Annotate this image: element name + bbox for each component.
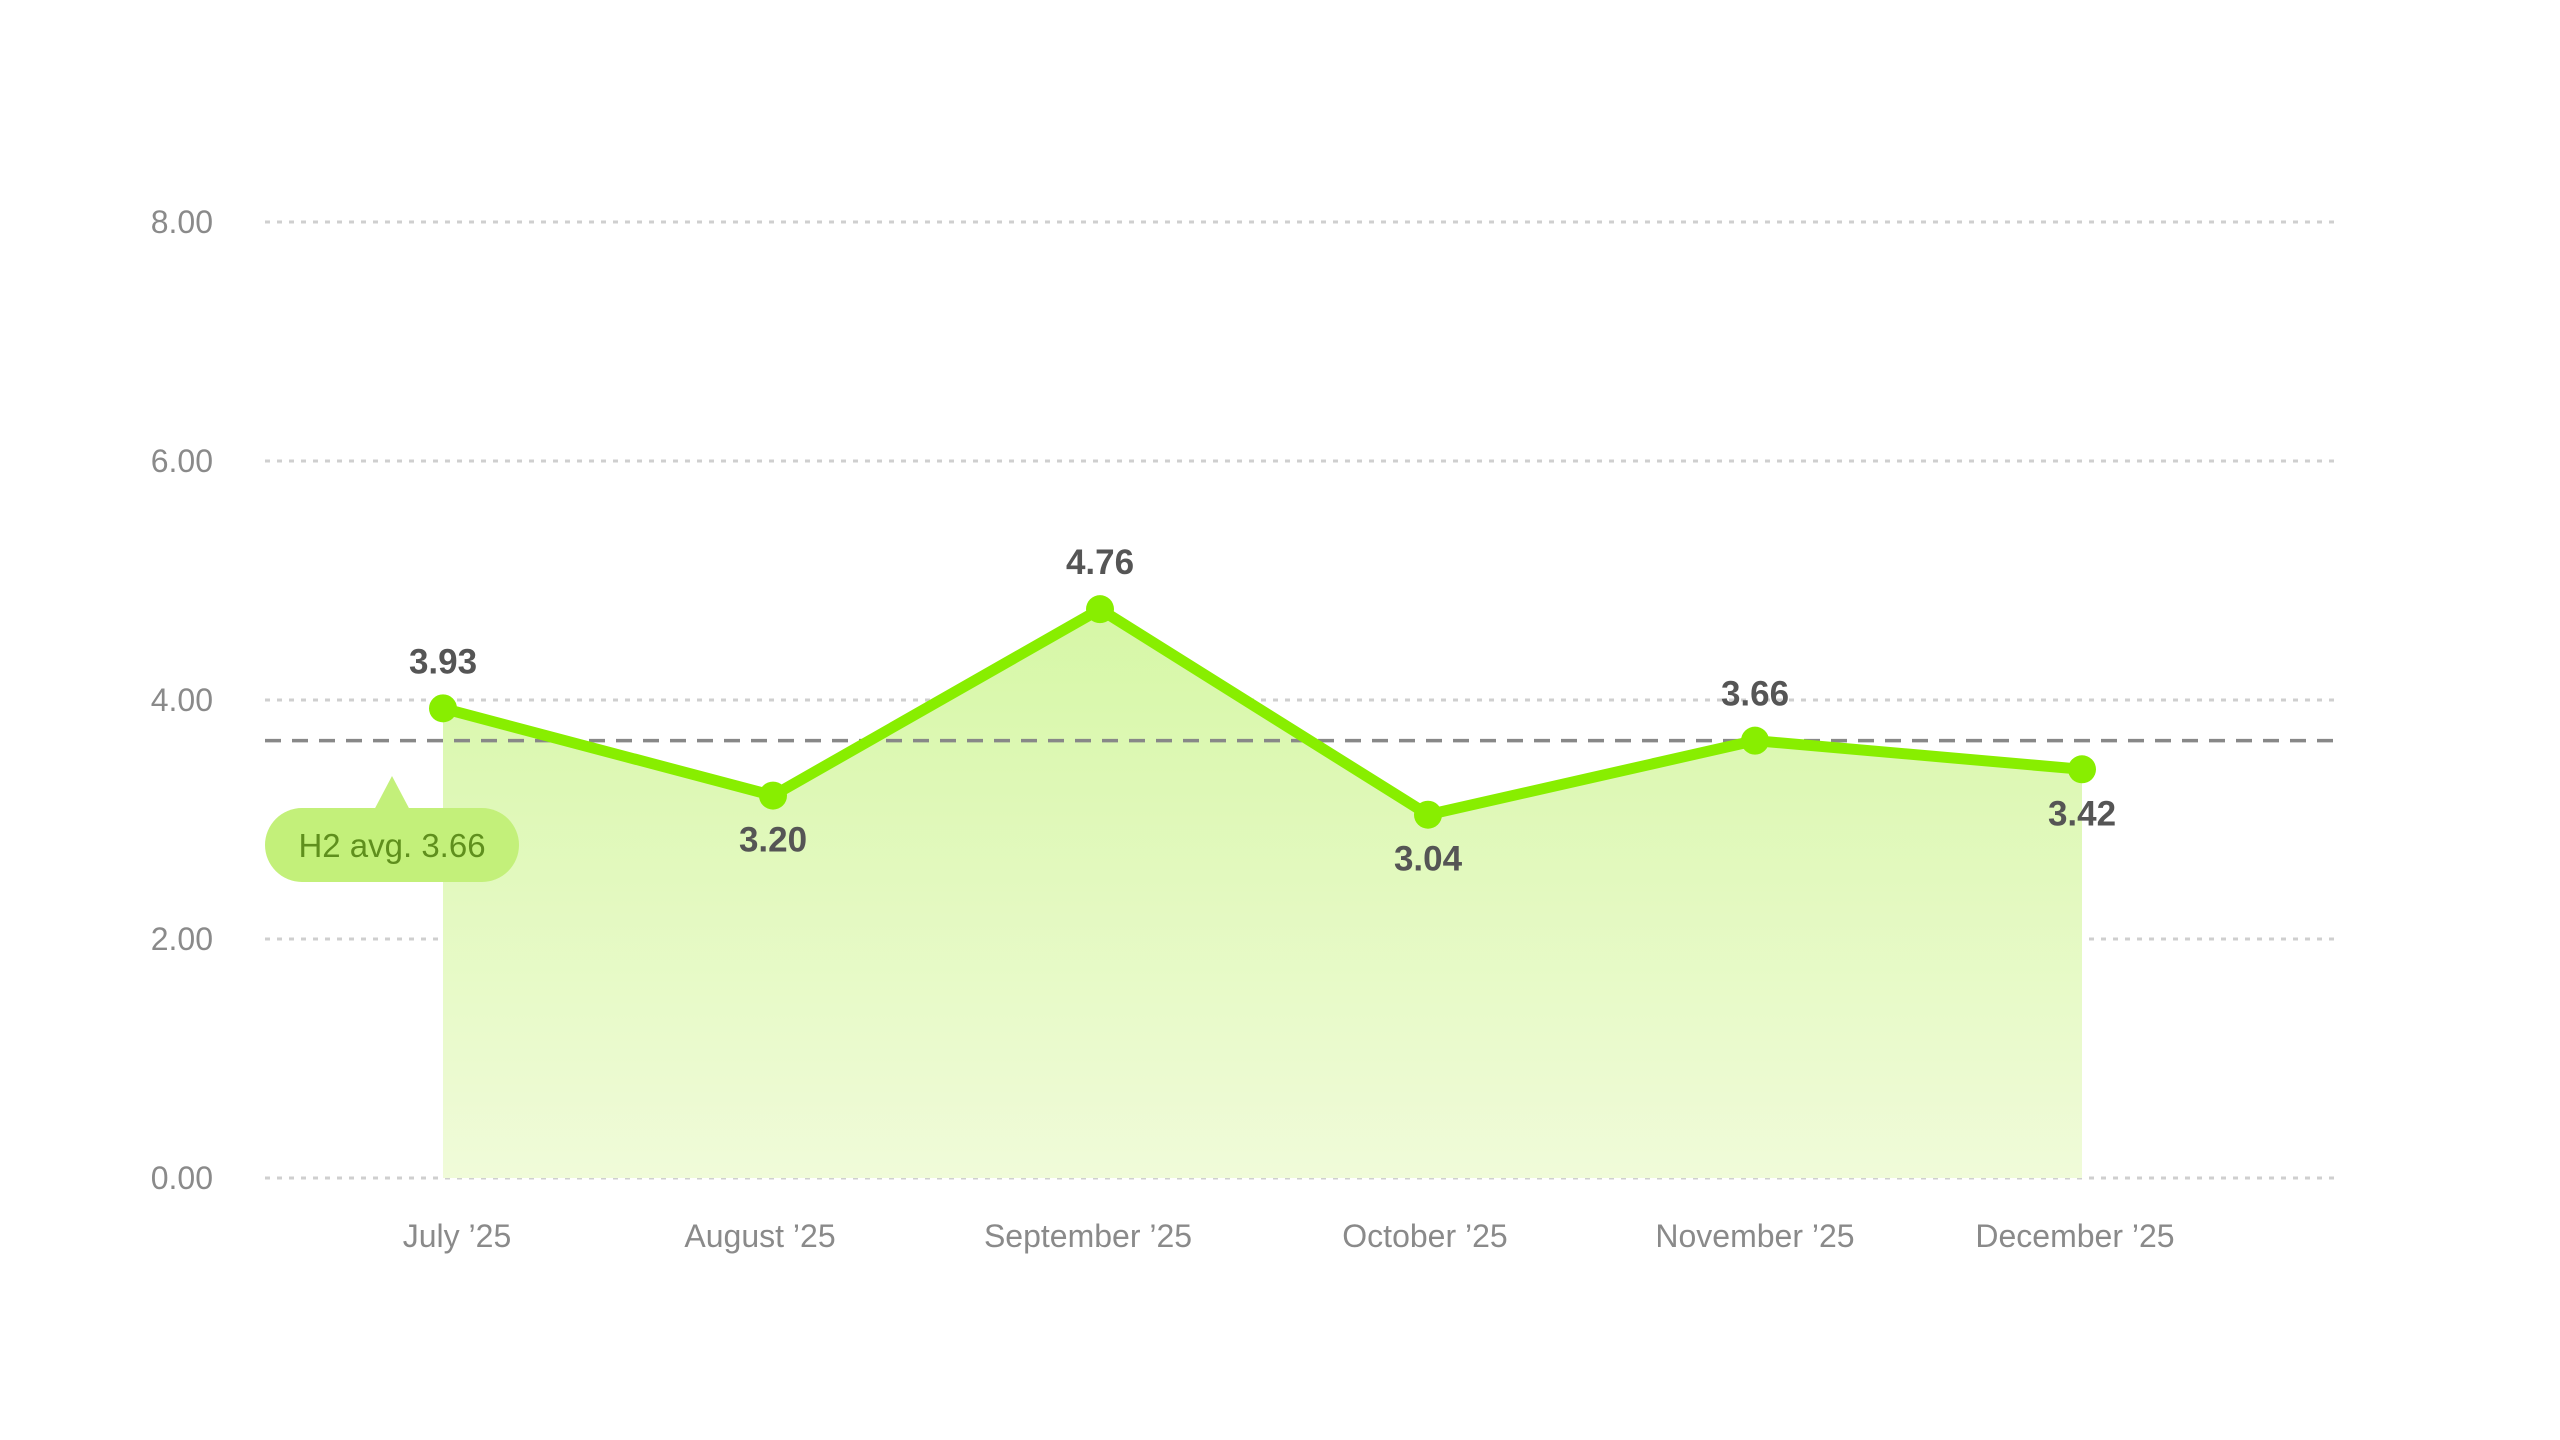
series-line-path <box>437 603 2088 821</box>
y-axis-tick-labels: 0.00 2.00 4.00 6.00 8.00 <box>151 204 213 1196</box>
y-tick-label: 8.00 <box>151 204 213 240</box>
average-badge-label: H2 avg. 3.66 <box>298 827 485 864</box>
x-axis-tick-labels: July ’25 August ’25 September ’25 October ’… <box>403 1218 2175 1254</box>
x-tick-label: October ’25 <box>1342 1218 1507 1254</box>
data-point <box>1741 726 1769 755</box>
y-tick-label: 6.00 <box>151 443 213 479</box>
x-tick-label: July ’25 <box>403 1218 512 1254</box>
x-tick-label: November ’25 <box>1655 1218 1854 1254</box>
data-point <box>1086 595 1114 624</box>
data-label: 4.76 <box>1066 543 1134 582</box>
area-fill <box>443 609 2082 1178</box>
data-label: 3.20 <box>739 821 807 860</box>
y-tick-label: 4.00 <box>151 682 213 718</box>
data-point <box>759 781 787 810</box>
data-point <box>2068 755 2096 784</box>
data-point <box>429 694 457 723</box>
data-point <box>1414 800 1442 829</box>
data-points <box>429 595 2096 829</box>
series-line <box>437 603 2088 821</box>
x-tick-label: December ’25 <box>1975 1218 2174 1254</box>
data-label: 3.93 <box>409 642 477 681</box>
data-labels: 3.93 3.20 4.76 3.04 3.66 3.42 <box>409 543 2116 879</box>
y-tick-label: 0.00 <box>151 1160 213 1196</box>
average-badge <box>265 808 519 882</box>
y-tick-label: 2.00 <box>151 921 213 957</box>
average-badge-pointer <box>373 776 411 812</box>
x-tick-label: August ’25 <box>684 1218 835 1254</box>
data-label: 3.66 <box>1721 675 1789 714</box>
x-tick-label: September ’25 <box>984 1218 1192 1254</box>
data-label: 3.42 <box>2048 794 2116 833</box>
average-badge: H2 avg. 3.66 <box>265 776 519 882</box>
data-label: 3.04 <box>1394 840 1463 879</box>
area-fill-shape <box>443 609 2082 1178</box>
